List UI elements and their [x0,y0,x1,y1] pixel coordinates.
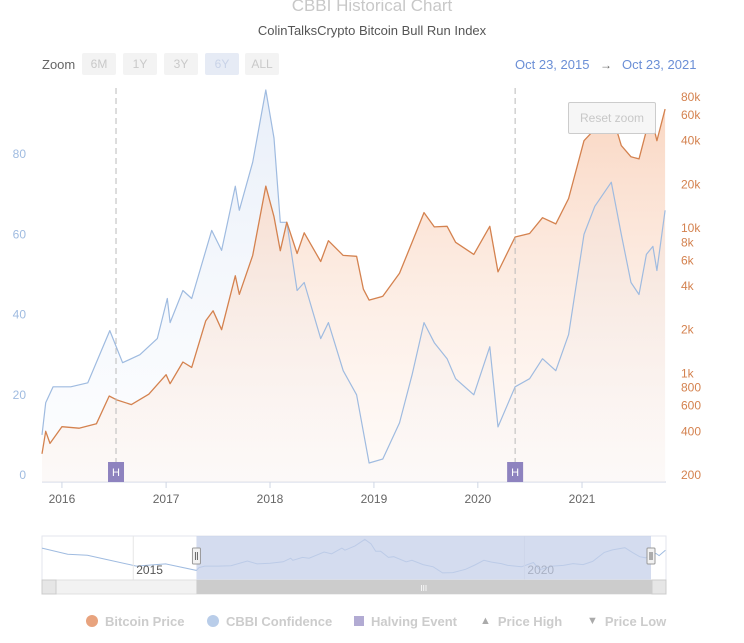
x-tick-label: 2019 [361,492,388,506]
halving-event-label: H [112,467,120,479]
y-right-tick-label: 200 [681,468,701,482]
cbbi-confidence-dot-icon [207,615,219,627]
y-left-tick-label: 40 [13,308,27,322]
y-right-tick-label: 8k [681,235,695,249]
x-tick-label: 2018 [257,492,284,506]
navigator-left-handle[interactable] [192,548,200,564]
y-right-tick-label: 80k [681,90,701,104]
y-right-tick-label: 60k [681,108,701,122]
y-right-tick-label: 4k [681,279,695,293]
navigator-selection-mask [196,536,651,580]
legend-item-cbbi-confidence[interactable]: CBBI Confidence [207,612,332,630]
scrollbar-left-button[interactable] [42,580,56,594]
y-right-tick-label: 1k [681,366,695,380]
halving-event-label: H [511,467,519,479]
triangle-up-icon: ▲ [480,615,491,627]
y-left-tick-label: 60 [13,227,27,241]
x-tick-label: 2017 [153,492,180,506]
x-tick-label: 2020 [464,492,491,506]
navigator-right-handle[interactable] [647,548,655,564]
legend-label: Price Low [605,614,666,629]
y-right-tick-label: 20k [681,177,701,191]
y-left-tick-label: 80 [13,147,27,161]
legend-item-price-high[interactable]: ▲ Price High [480,612,562,630]
bitcoin-price-area [42,109,665,482]
scrollbar-grip: III [420,584,427,593]
halving-square-icon [354,616,364,626]
legend-item-bitcoin-price[interactable]: Bitcoin Price [86,612,184,630]
legend-label: Bitcoin Price [105,614,184,629]
triangle-down-icon: ▼ [587,615,598,627]
legend-label: Halving Event [371,614,457,629]
y-right-tick-label: 2k [681,323,695,337]
legend-item-price-low[interactable]: ▼ Price Low [587,612,666,630]
y-right-tick-label: 6k [681,253,695,267]
reset-zoom-button[interactable]: Reset zoom [568,102,656,134]
x-tick-label: 2021 [569,492,596,506]
y-right-tick-label: 600 [681,399,701,413]
y-right-tick-label: 400 [681,424,701,438]
legend-label: CBBI Confidence [226,614,332,629]
legend-item-halving-event[interactable]: Halving Event [354,612,457,630]
y-right-tick-label: 40k [681,134,701,148]
y-left-tick-label: 0 [19,468,26,482]
legend-label: Price High [498,614,562,629]
x-tick-label: 2016 [49,492,76,506]
navigator-year-label: 2015 [136,563,163,577]
bitcoin-price-dot-icon [86,615,98,627]
y-right-tick-label: 10k [681,221,701,235]
y-left-tick-label: 20 [13,388,27,402]
y-right-tick-label: 800 [681,381,701,395]
scrollbar-right-button[interactable] [652,580,666,594]
